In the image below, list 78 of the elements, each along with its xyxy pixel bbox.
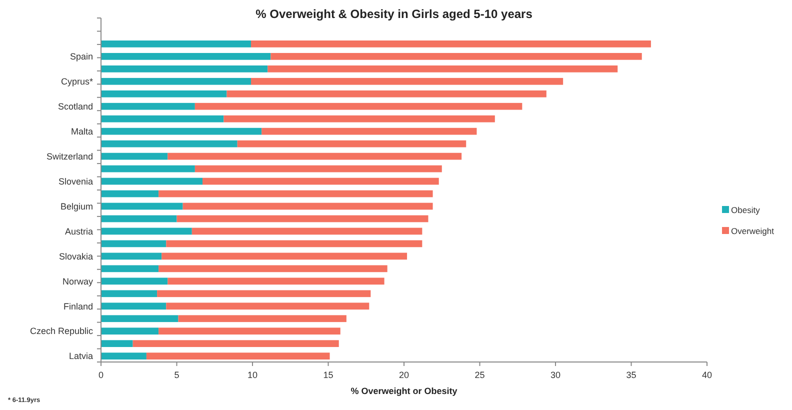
bar (268, 65, 618, 72)
x-tick-label: 35 (626, 370, 636, 380)
y-tick-label: Spain (70, 52, 93, 62)
bar (101, 340, 133, 348)
legend-label: Overweight (731, 226, 775, 236)
bar (101, 90, 227, 98)
bar (194, 165, 442, 172)
bar (101, 65, 268, 72)
y-tick-label: Norway (62, 276, 94, 286)
x-tick-label: 20 (398, 370, 410, 380)
bar (101, 165, 195, 172)
bar (101, 102, 195, 110)
y-tick-label: Belgium (60, 201, 93, 212)
bar (166, 302, 370, 310)
bar (178, 315, 346, 322)
bar (168, 152, 462, 160)
y-tick-label: Scotland (58, 102, 93, 112)
y-tick-label: Slovenia (58, 176, 93, 186)
bar (192, 228, 422, 235)
bar (132, 340, 339, 348)
y-tick-label: Malta (70, 126, 93, 136)
x-tick-label: 5 (174, 370, 180, 380)
bar (101, 265, 159, 272)
y-tick-label: Cyprus* (60, 76, 94, 87)
bar (146, 352, 330, 360)
bar (262, 128, 477, 135)
bar (158, 190, 433, 198)
bar (226, 90, 546, 98)
bar (250, 78, 564, 85)
bar (166, 240, 422, 248)
bar (237, 140, 466, 148)
bar (101, 40, 251, 48)
bar (157, 290, 371, 298)
bar (194, 102, 522, 110)
y-tick-label: Finland (63, 301, 93, 312)
y-tick-label: Czech Republic (30, 326, 94, 336)
bar (101, 240, 166, 248)
bar (158, 328, 340, 335)
bar (101, 178, 203, 185)
bar (101, 202, 183, 210)
bar (101, 115, 224, 122)
x-tick-label: 15 (323, 370, 334, 380)
bar (101, 328, 159, 335)
bar (101, 278, 168, 285)
y-tick-label: Switzerland (46, 151, 93, 162)
bar (101, 352, 146, 360)
bar (101, 78, 251, 85)
bar (101, 52, 271, 60)
bar (101, 290, 158, 298)
bar (101, 140, 238, 148)
bar (250, 40, 651, 48)
bar (182, 202, 433, 210)
bar (101, 252, 162, 260)
chart-title: % Overweight & Obesity in Girls aged 5-10 years (256, 7, 533, 21)
bar (176, 215, 428, 222)
x-tick-label: 10 (247, 370, 258, 380)
bar (168, 278, 384, 285)
bar (101, 302, 166, 310)
bar (162, 252, 408, 260)
y-tick-label: Austria (64, 226, 93, 236)
bar (101, 228, 192, 235)
bar (270, 52, 642, 60)
x-tick-label: 30 (550, 370, 561, 380)
bar (101, 152, 168, 160)
y-tick-label: Latvia (68, 351, 93, 362)
x-axis-title: % Overweight or Obesity (350, 386, 458, 396)
bar (202, 178, 439, 185)
x-tick-label: 25 (474, 370, 485, 380)
bar (224, 115, 495, 122)
bar (101, 215, 177, 222)
bar (101, 128, 262, 135)
legend-label: Obesity (731, 204, 761, 215)
bar (101, 315, 178, 322)
x-tick-label: 0 (98, 370, 104, 380)
x-tick-label: 40 (702, 370, 712, 380)
bar (158, 265, 388, 272)
bar (101, 190, 159, 198)
y-tick-label: Slovakia (58, 251, 93, 262)
